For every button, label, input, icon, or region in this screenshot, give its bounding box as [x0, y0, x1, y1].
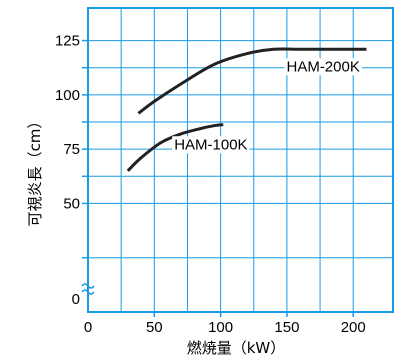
- grid: [82, 8, 393, 317]
- series-line-ham-200k: [137, 47, 367, 115]
- series-label-bg: [172, 136, 250, 154]
- axis-break-mark: [81, 283, 95, 295]
- series-label-ham-200k: HAM-200K: [286, 58, 359, 75]
- y-tick-label: 100: [55, 87, 80, 104]
- x-tick-label: 150: [274, 319, 299, 336]
- y-tick-label: 75: [63, 141, 80, 158]
- series-labels: HAM-200K HAM-100K: [172, 58, 362, 154]
- y-tick-labels: 0 50 75 100 125: [55, 33, 80, 308]
- x-tick-label: 50: [146, 319, 163, 336]
- y-tick-label: 50: [63, 195, 80, 212]
- series-label-ham-100k: HAM-100K: [174, 136, 247, 153]
- y-axis-label: 可視炎長（cm）: [26, 114, 44, 227]
- x-tick-label: 200: [341, 319, 366, 336]
- x-axis-label: 燃焼量（kW）: [187, 339, 286, 357]
- series-line-ham-100k: [126, 123, 224, 172]
- x-tick-labels: 0 50 100 150 200: [84, 319, 366, 336]
- series-lines: [126, 47, 367, 172]
- series-label-bg: [284, 58, 362, 76]
- x-tick-label: 100: [208, 319, 233, 336]
- x-tick-label: 0: [84, 319, 92, 336]
- y-tick-label: 125: [55, 33, 80, 50]
- axis-break-wave: [81, 283, 95, 289]
- axis-break-wave: [81, 289, 95, 295]
- y-tick-label: 0: [72, 291, 80, 308]
- plot-frame: [87, 7, 394, 313]
